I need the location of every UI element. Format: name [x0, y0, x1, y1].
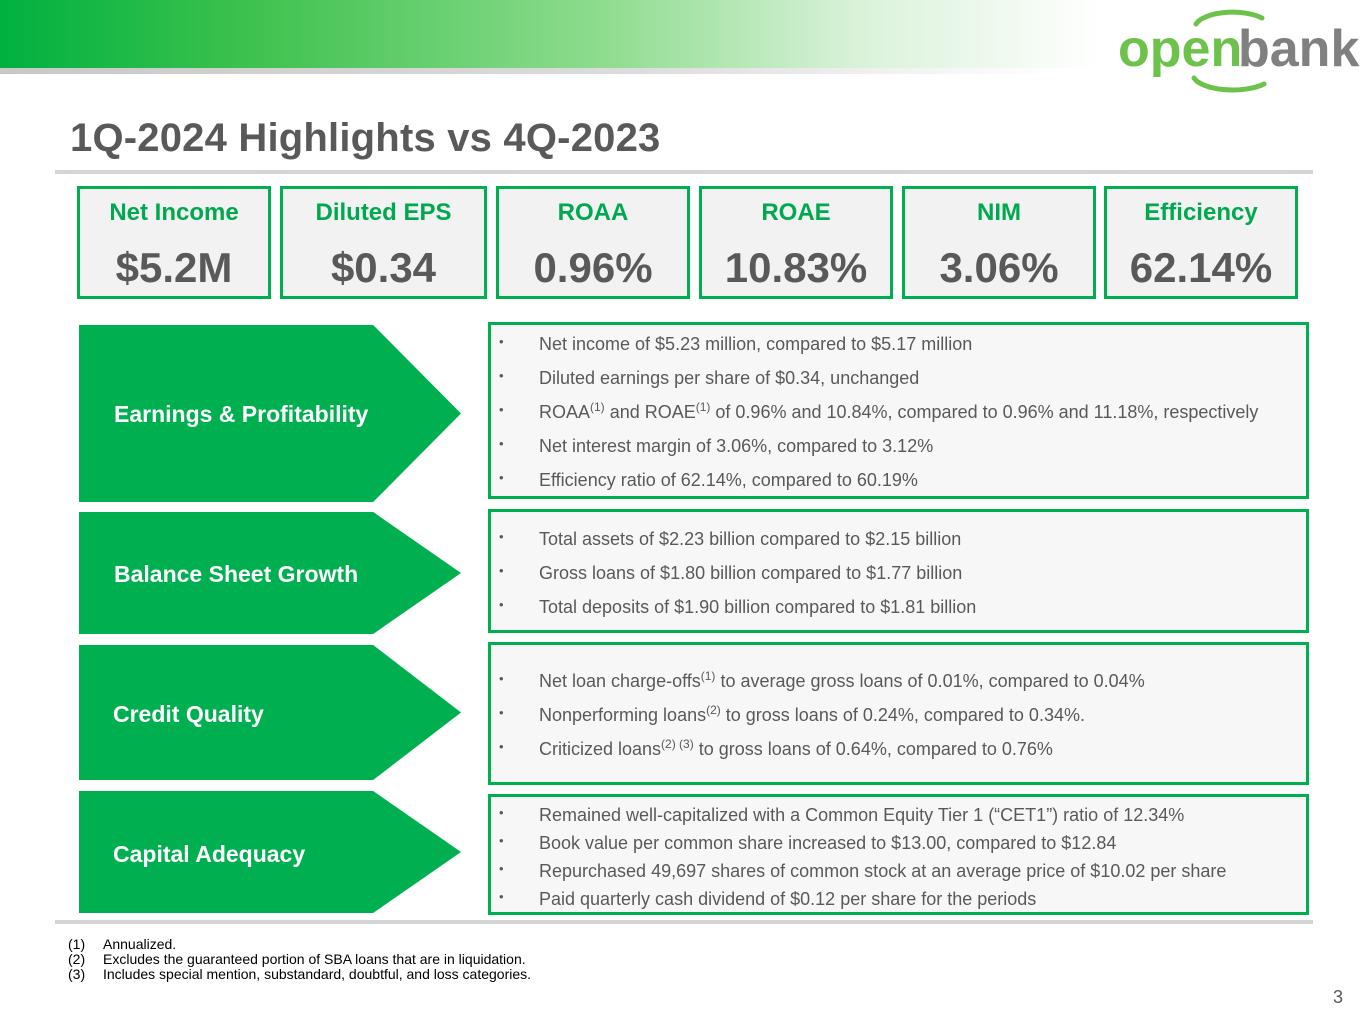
logo-arc-bottom — [1191, 75, 1267, 93]
header-gradient-band — [0, 0, 1100, 68]
kpi-label: Efficiency — [1144, 199, 1258, 226]
list-item: Book value per common share increased to… — [491, 833, 1306, 854]
bullet-list: Net loan charge-offs(1) to average gross… — [491, 670, 1306, 760]
kpi-label: Net Income — [109, 199, 239, 226]
section-arrow-capital-adequacy: Capital Adequacy — [79, 791, 461, 913]
list-item: Total assets of $2.23 billion compared t… — [491, 529, 1306, 550]
kpi-label: ROAA — [557, 199, 629, 226]
section-label: Balance Sheet Growth — [114, 561, 359, 587]
bullet-list: Net income of $5.23 million, compared to… — [491, 334, 1306, 491]
list-item: Repurchased 49,697 shares of common stoc… — [491, 861, 1306, 882]
logo-text-open: open — [1118, 20, 1242, 78]
list-item: Net interest margin of 3.06%, compared t… — [491, 436, 1306, 457]
kpi-label: NIM — [977, 199, 1021, 226]
kpi-roaa: ROAA 0.96% — [496, 186, 690, 299]
logo-text-bank: bank — [1238, 20, 1359, 78]
section-label: Earnings & Profitability — [114, 401, 369, 427]
kpi-value: 10.83% — [724, 244, 868, 291]
section-arrow-balance-sheet: Balance Sheet Growth — [79, 512, 461, 634]
list-item: Nonperforming loans(2) to gross loans of… — [491, 704, 1306, 726]
footnote: (1) Annualized. — [68, 936, 177, 952]
kpi-label: Diluted EPS — [315, 199, 452, 226]
list-item: Criticized loans(2) (3) to gross loans o… — [491, 738, 1306, 760]
header-band-shadow — [0, 68, 1060, 74]
bullet-list: Total assets of $2.23 billion compared t… — [491, 529, 1306, 618]
list-item: Net loan charge-offs(1) to average gross… — [491, 670, 1306, 692]
kpi-efficiency: Efficiency 62.14% — [1104, 186, 1298, 299]
kpi-value: 3.06% — [939, 244, 1059, 291]
page-number: 3 — [1333, 987, 1344, 1007]
list-item: Diluted earnings per share of $0.34, unc… — [491, 368, 1306, 389]
footnote: (2) Excludes the guaranteed portion of SB… — [68, 951, 526, 967]
list-item: Gross loans of $1.80 billion compared to… — [491, 563, 1306, 584]
kpi-value: 62.14% — [1129, 244, 1273, 291]
page-title: 1Q-2024 Highlights vs 4Q-2023 — [70, 116, 661, 160]
section-label: Capital Adequacy — [113, 841, 306, 867]
balance-sheet-details-box: Total assets of $2.23 billion compared t… — [488, 509, 1309, 633]
kpi-roae: ROAE 10.83% — [699, 186, 893, 299]
list-item: ROAA(1) and ROAE(1) of 0.96% and 10.84%,… — [491, 401, 1306, 423]
footnote: (3) Includes special mention, substandard… — [68, 966, 532, 982]
section-label: Credit Quality — [113, 701, 264, 727]
list-item: Remained well-capitalized with a Common … — [491, 805, 1306, 826]
kpi-nim: NIM 3.06% — [902, 186, 1096, 299]
capital-adequacy-details-box: Remained well-capitalized with a Common … — [488, 794, 1309, 915]
list-item: Net income of $5.23 million, compared to… — [491, 334, 1306, 355]
list-item: Paid quarterly cash dividend of $0.12 pe… — [491, 889, 1306, 910]
kpi-value: $0.34 — [330, 244, 437, 291]
title-divider — [55, 170, 1313, 174]
kpi-diluted-eps: Diluted EPS $0.34 — [280, 186, 487, 299]
bullet-list: Remained well-capitalized with a Common … — [491, 805, 1306, 910]
footnotes: (1) Annualized. (2) Excludes the guarantee… — [68, 937, 531, 982]
kpi-value: 0.96% — [533, 244, 653, 291]
section-arrow-credit-quality: Credit Quality — [79, 645, 461, 780]
kpi-value: $5.2M — [115, 244, 233, 291]
logo-arc-top — [1193, 9, 1265, 27]
list-item: Total deposits of $1.90 billion compared… — [491, 597, 1306, 618]
kpi-label: ROAE — [761, 199, 831, 226]
openbank-logo: open bank — [1110, 6, 1360, 96]
section-arrow-earnings: Earnings & Profitability — [79, 325, 461, 502]
credit-quality-details-box: Net loan charge-offs(1) to average gross… — [488, 642, 1309, 785]
kpi-net-income: Net Income $5.2M — [77, 186, 271, 299]
footer-divider — [55, 920, 1313, 924]
list-item: Efficiency ratio of 62.14%, compared to … — [491, 470, 1306, 491]
earnings-details-box: Net income of $5.23 million, compared to… — [488, 322, 1309, 499]
